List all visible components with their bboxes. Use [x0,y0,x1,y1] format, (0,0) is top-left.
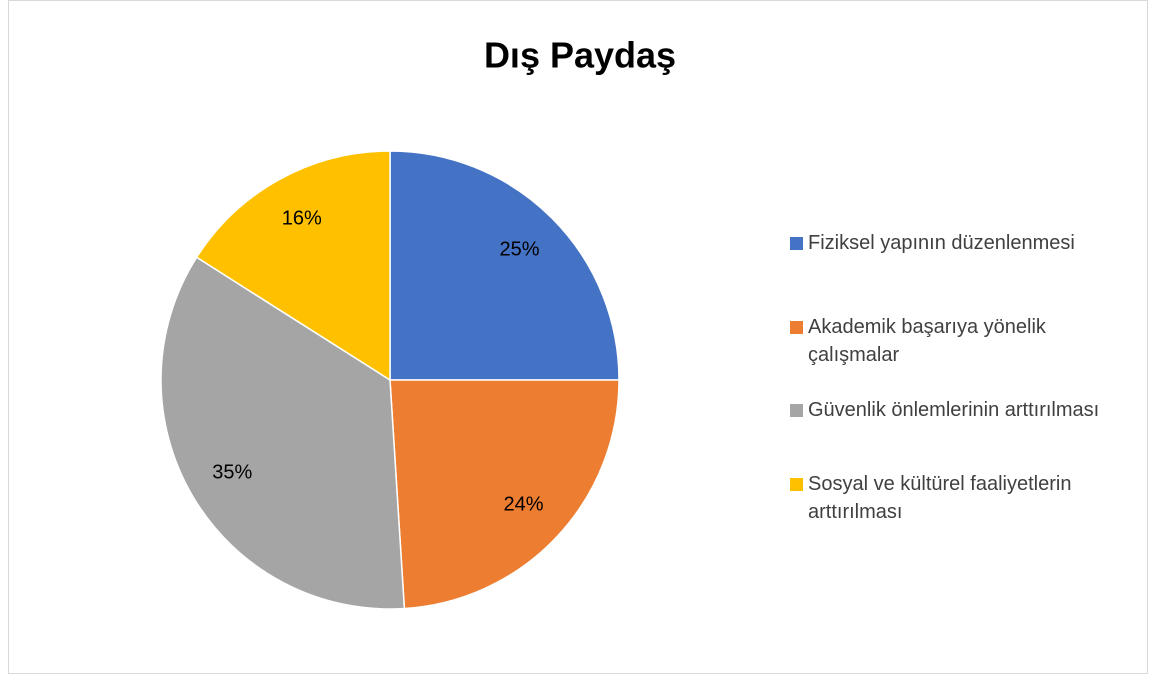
pie-slice [160,256,406,610]
chart-title: Dış Paydaş [484,35,676,76]
data-label: 24% [504,494,544,516]
legend-swatch [790,321,803,334]
pie-slice [195,150,391,382]
legend-swatch [790,478,803,491]
legend-swatch [790,404,803,417]
legend-swatch [790,237,803,250]
legend-item: Akademik başarıya yönelik çalışmalar [790,313,1140,369]
data-label: 35% [212,462,252,484]
legend-label: Sosyal ve kültürel faaliyetlerin arttırı… [808,473,1072,523]
legend-item: Güvenlik önlemlerinin arttırılması [790,396,1140,424]
legend-label: Fiziksel yapının düzenlenmesi [808,232,1075,254]
legend-label: Güvenlik önlemlerinin arttırılması [808,399,1100,421]
data-label: 25% [500,239,540,261]
legend-item: Fiziksel yapının düzenlenmesi [790,229,1140,257]
pie-slice [389,150,620,381]
chart-border [8,0,1148,674]
pie-slice [389,379,620,610]
legend-label: Akademik başarıya yönelik çalışmalar [808,316,1046,366]
data-label: 16% [282,208,322,230]
legend-item: Sosyal ve kültürel faaliyetlerin arttırı… [790,470,1140,526]
